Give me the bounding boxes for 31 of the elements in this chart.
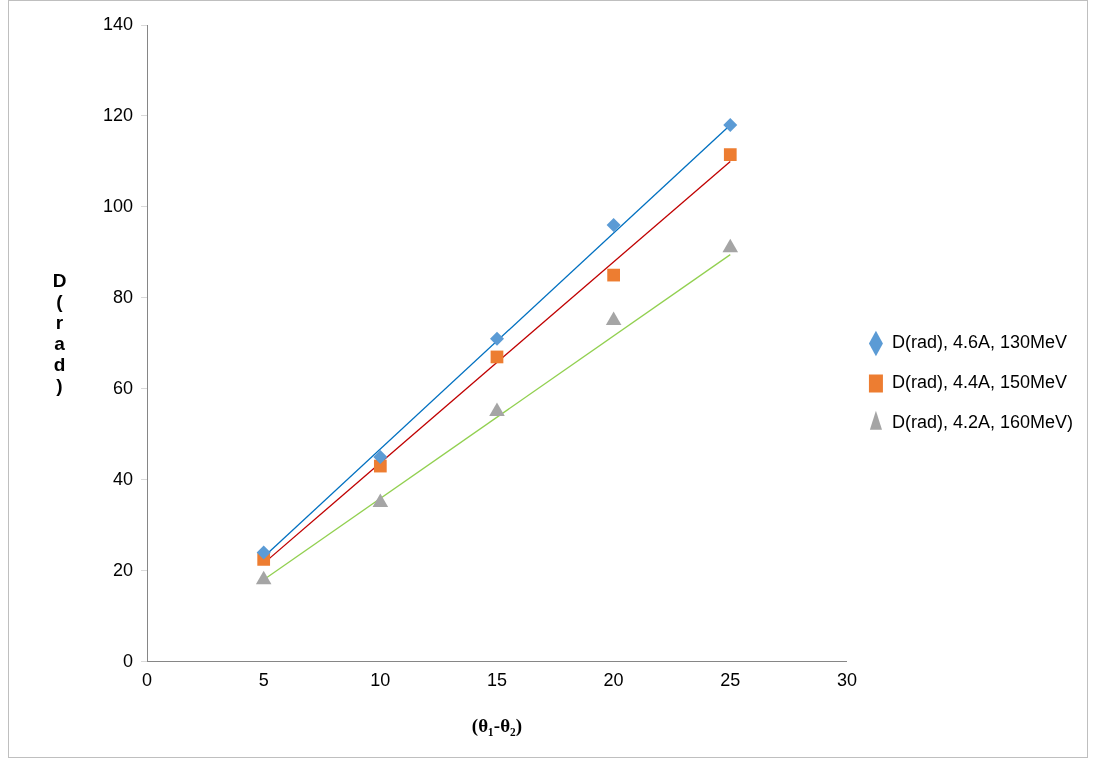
legend-label: D(rad), 4.2A, 160MeV) [891,412,1074,433]
x-tick-label: 25 [720,670,741,691]
x-tick-label: 30 [836,670,857,691]
y-tick-label: 80 [113,286,134,307]
y-tick-label: 40 [113,468,134,489]
point [605,311,622,326]
y-tick-label: 120 [102,104,134,125]
legend-label: D(rad), 4.4A, 150MeV [891,372,1068,393]
point [723,148,737,161]
point [607,268,620,282]
x-tick-label: 20 [603,670,624,691]
point [372,493,389,507]
point [255,570,272,585]
point [606,218,621,233]
x-tick-label: 10 [370,670,391,691]
x-tick-label: 5 [258,670,269,691]
y-tick-label: 20 [113,559,134,580]
y-tick-label: 140 [102,13,134,34]
x-tick-label: 0 [142,670,153,691]
y-tick-label: 0 [123,650,134,671]
point [373,449,388,464]
x-axis-title: (θ₁-θ₂) [471,714,523,737]
y-axis-title: D(rad) [48,270,70,396]
point [723,118,738,133]
point [256,545,271,560]
y-tick-label: 100 [102,195,134,216]
x-tick-label: 15 [486,670,507,691]
point [489,331,504,346]
point [489,402,505,417]
legend-label: D(rad), 4.6A, 130MeV [891,332,1068,353]
y-tick-label: 60 [113,377,134,398]
